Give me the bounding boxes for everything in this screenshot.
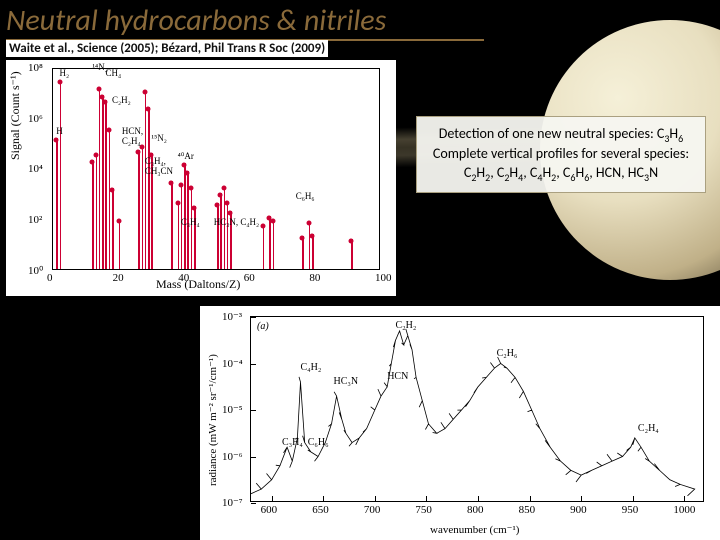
ir-spectrum-plot: (a) C₄H₂C₃H₄C₆H₆HC₃NC₂H₂HCNC₂H₆C₂H₄ — [250, 316, 704, 502]
mass-spectrum-chart: Signal (Count s⁻¹) Mass (Daltons/Z) HH₂¹… — [6, 60, 396, 296]
citation-text: Waite et al., Science (2005); Bézard, Ph… — [6, 40, 328, 57]
page-title: Neutral hydrocarbons & nitriles — [6, 2, 484, 41]
ir-spectrum-xlabel: wavenumber (cm⁻¹) — [430, 523, 519, 536]
ir-spectrum-ylabel: radiance (mW m⁻² sr⁻¹/cm⁻¹) — [206, 354, 219, 486]
ir-spectrum-line — [251, 317, 705, 503]
mass-spectrum-plot: HH₂¹⁴N₂CH₄C₂H₂HCN,C₂H₄¹⁵N₂C₃H₄,CH₃CN⁴⁰Ar… — [52, 68, 380, 270]
ir-spectrum-chart: radiance (mW m⁻² sr⁻¹/cm⁻¹) wavenumber (… — [200, 306, 720, 540]
info-line1: Detection of one new neutral species: C3… — [423, 125, 699, 145]
mass-spectrum-xlabel: Mass (Daltons/Z) — [156, 277, 240, 292]
info-species-list: C2H2, C2H4, C4H2, C6H6, HCN, HC3N — [423, 164, 699, 184]
info-line2: Complete vertical profiles for several s… — [423, 145, 699, 164]
detection-info-box: Detection of one new neutral species: C3… — [416, 116, 706, 193]
mass-spectrum-ylabel: Signal (Count s⁻¹) — [8, 71, 23, 160]
